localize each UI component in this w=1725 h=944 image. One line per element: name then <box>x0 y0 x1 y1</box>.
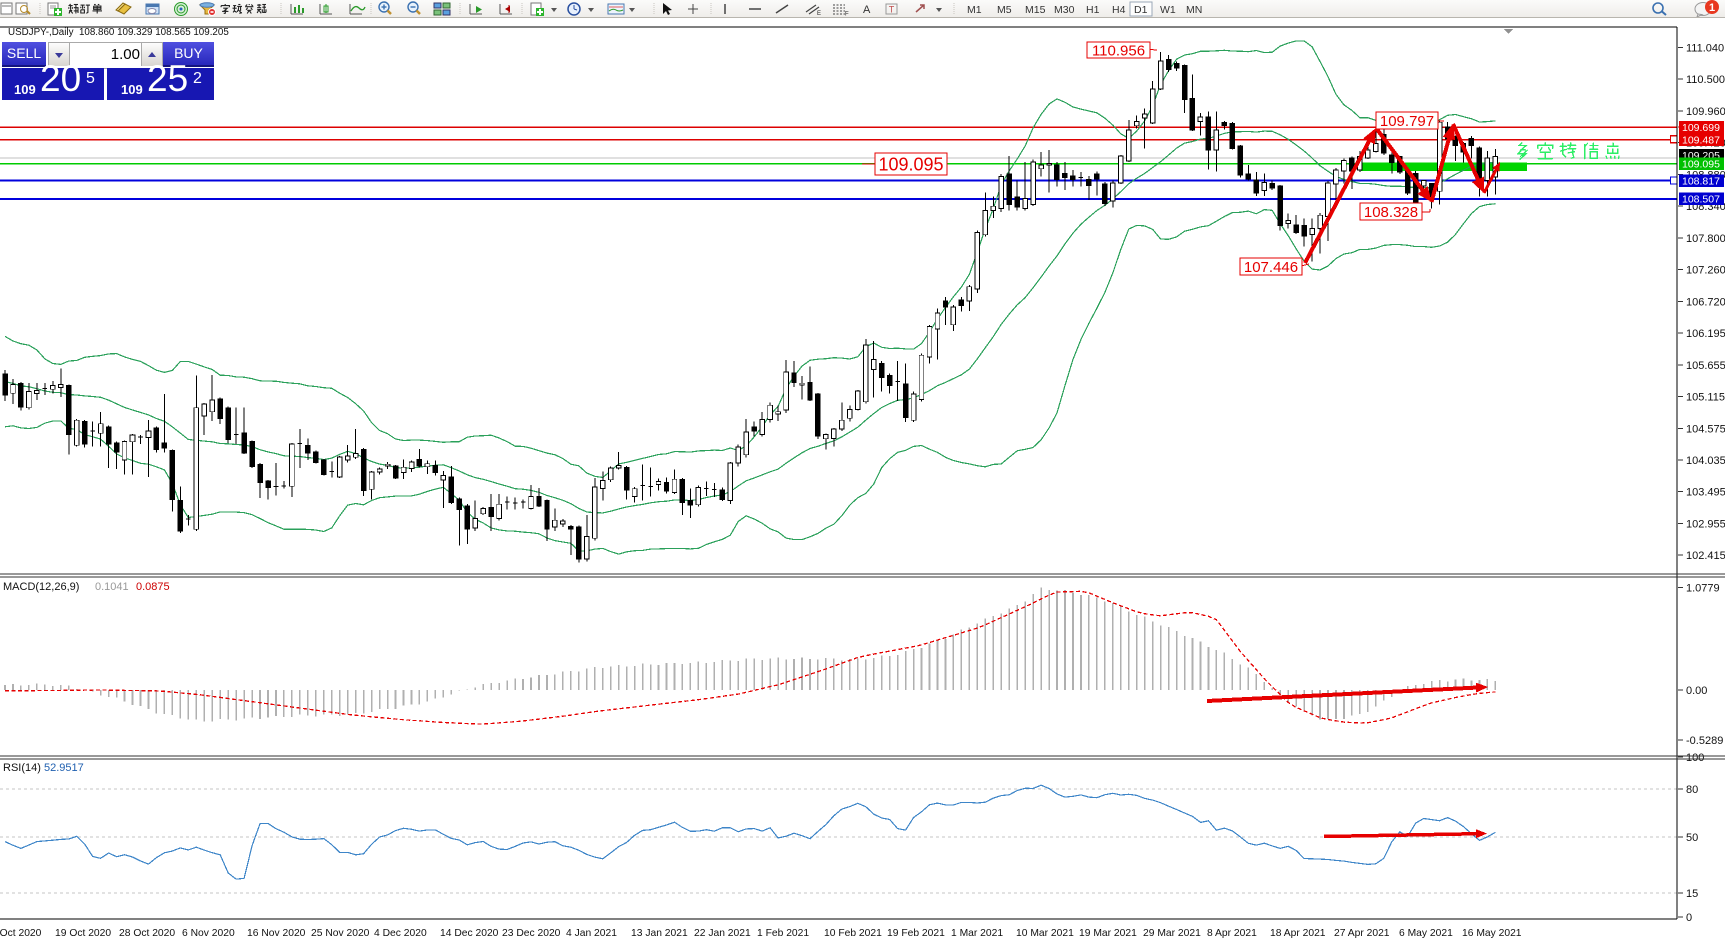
svg-text:22 Jan 2021: 22 Jan 2021 <box>694 928 751 939</box>
svg-text:104.575: 104.575 <box>1686 423 1725 435</box>
svg-text:15: 15 <box>1686 888 1698 900</box>
svg-text:MN: MN <box>1186 4 1202 16</box>
svg-text:108.817: 108.817 <box>1682 175 1720 187</box>
svg-text:M30: M30 <box>1054 4 1075 16</box>
svg-text:52.9517: 52.9517 <box>44 762 84 774</box>
svg-text:0.0875: 0.0875 <box>136 581 170 593</box>
svg-text:16 May 2021: 16 May 2021 <box>1462 928 1522 939</box>
svg-text:111.040: 111.040 <box>1686 43 1724 55</box>
svg-text:8 Apr 2021: 8 Apr 2021 <box>1207 928 1257 939</box>
svg-text:107.446: 107.446 <box>1244 259 1298 276</box>
svg-text:M15: M15 <box>1025 4 1046 16</box>
svg-text:18 Apr 2021: 18 Apr 2021 <box>1270 928 1326 939</box>
svg-text:19 Oct 2020: 19 Oct 2020 <box>55 928 111 939</box>
svg-text:1.0779: 1.0779 <box>1686 583 1720 595</box>
svg-text:W1: W1 <box>1160 4 1176 16</box>
svg-text:25 Nov 2020: 25 Nov 2020 <box>311 928 370 939</box>
svg-text:M5: M5 <box>997 4 1012 16</box>
svg-text:A: A <box>863 4 871 16</box>
svg-text:13 Jan 2021: 13 Jan 2021 <box>631 928 688 939</box>
svg-text:109.699: 109.699 <box>1682 122 1720 134</box>
svg-text:USDJPY-,Daily 108.860 109.329: USDJPY-,Daily 108.860 109.329 108.565 10… <box>8 27 229 38</box>
svg-text:109.487: 109.487 <box>1682 134 1720 146</box>
svg-text:-0.5289: -0.5289 <box>1686 735 1723 747</box>
svg-text:109.095: 109.095 <box>1682 159 1720 171</box>
svg-text:1 Feb 2021: 1 Feb 2021 <box>757 928 809 939</box>
svg-text:107.260: 107.260 <box>1686 265 1725 277</box>
svg-text:23 Dec 2020: 23 Dec 2020 <box>502 928 561 939</box>
svg-text:16 Nov 2020: 16 Nov 2020 <box>247 928 306 939</box>
svg-text:106.720: 106.720 <box>1686 296 1725 308</box>
svg-text:80: 80 <box>1686 784 1698 796</box>
svg-text:19 Feb 2021: 19 Feb 2021 <box>887 928 945 939</box>
svg-text:107.800: 107.800 <box>1686 233 1725 245</box>
svg-text:28 Oct 2020: 28 Oct 2020 <box>119 928 175 939</box>
svg-text:M1: M1 <box>967 4 982 16</box>
svg-text:106.195: 106.195 <box>1686 328 1725 340</box>
svg-text:27 Apr 2021: 27 Apr 2021 <box>1334 928 1390 939</box>
svg-text:109.095: 109.095 <box>878 155 943 175</box>
svg-text:MACD(12,26,9): MACD(12,26,9) <box>3 581 79 593</box>
svg-text:103.495: 103.495 <box>1686 487 1725 499</box>
svg-text:D1: D1 <box>1134 4 1148 16</box>
svg-text:1 Mar 2021: 1 Mar 2021 <box>951 928 1003 939</box>
svg-text:0: 0 <box>1686 912 1692 924</box>
svg-text:102.955: 102.955 <box>1686 519 1725 531</box>
svg-text:4 Jan 2021: 4 Jan 2021 <box>566 928 617 939</box>
svg-text:109.797: 109.797 <box>1380 113 1434 130</box>
svg-text:50: 50 <box>1686 832 1698 844</box>
svg-text:T: T <box>889 5 895 15</box>
svg-text:E: E <box>817 11 821 17</box>
svg-text:105.115: 105.115 <box>1686 392 1725 404</box>
svg-text:108.328: 108.328 <box>1364 204 1418 221</box>
svg-text:6 Nov 2020: 6 Nov 2020 <box>182 928 235 939</box>
svg-text:110.500: 110.500 <box>1686 74 1725 86</box>
svg-text:10 Feb 2021: 10 Feb 2021 <box>824 928 882 939</box>
svg-text:102.415: 102.415 <box>1686 550 1725 562</box>
svg-text:110.956: 110.956 <box>1092 42 1145 59</box>
svg-text:10 Mar 2021: 10 Mar 2021 <box>1016 928 1074 939</box>
svg-text:100: 100 <box>1686 752 1704 764</box>
svg-text:6 May 2021: 6 May 2021 <box>1399 928 1453 939</box>
svg-text:108.507: 108.507 <box>1682 194 1720 206</box>
svg-text:H1: H1 <box>1086 4 1100 16</box>
svg-text:F: F <box>845 12 849 18</box>
svg-text:19 Mar 2021: 19 Mar 2021 <box>1079 928 1137 939</box>
svg-text:1: 1 <box>1709 2 1715 14</box>
svg-text:14 Dec 2020: 14 Dec 2020 <box>440 928 499 939</box>
svg-text:109.960: 109.960 <box>1686 106 1725 118</box>
svg-text:RSI(14): RSI(14) <box>3 762 41 774</box>
svg-text:8 Oct 2020: 8 Oct 2020 <box>0 928 42 939</box>
svg-text:4 Dec 2020: 4 Dec 2020 <box>374 928 427 939</box>
svg-text:105.655: 105.655 <box>1686 360 1725 372</box>
svg-text:104.035: 104.035 <box>1686 455 1725 467</box>
svg-text:0.00: 0.00 <box>1686 685 1707 697</box>
svg-text:0.1041: 0.1041 <box>95 581 129 593</box>
svg-text:H4: H4 <box>1112 4 1126 16</box>
svg-text:29 Mar 2021: 29 Mar 2021 <box>1143 928 1201 939</box>
